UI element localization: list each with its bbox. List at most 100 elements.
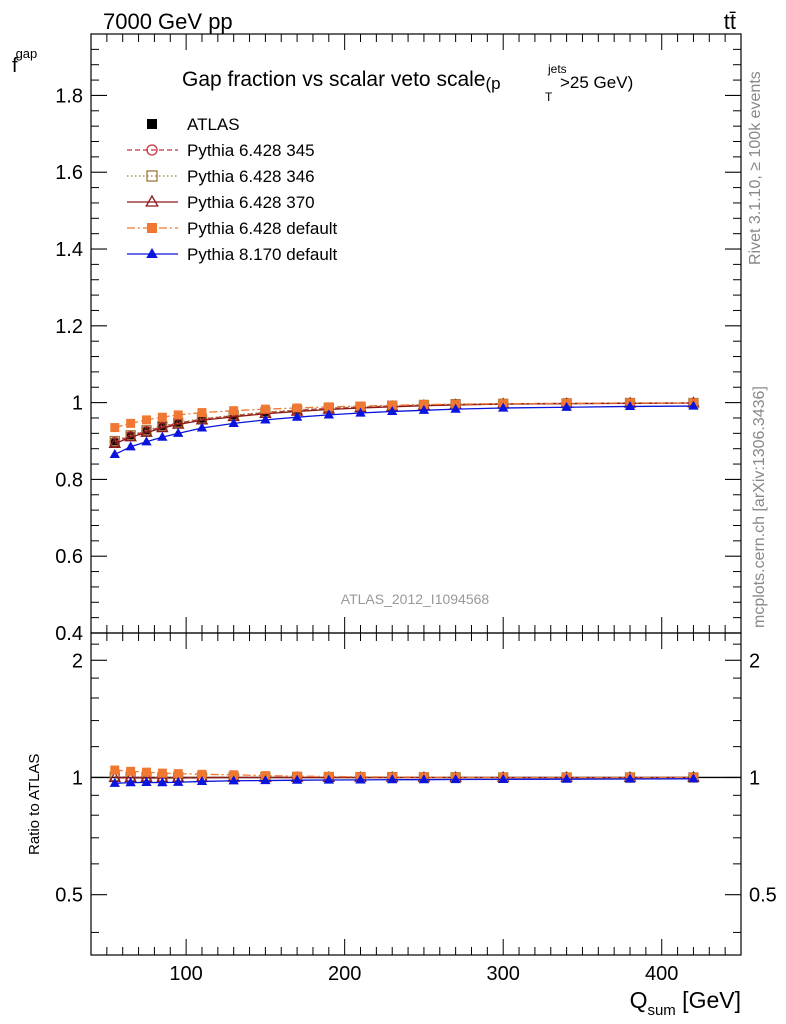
ratio-plot-frame — [90, 632, 742, 956]
ratio-data-point — [141, 767, 151, 777]
ratio-data-point — [126, 766, 136, 776]
ratio-data-point — [141, 777, 152, 787]
main-data-point — [126, 418, 136, 428]
ratio-data-point — [157, 768, 167, 778]
main-data-point — [157, 431, 168, 441]
main-x-ticks — [106, 34, 742, 633]
ratio-data-point — [387, 774, 398, 784]
ratio-data-point — [688, 773, 699, 783]
main-data-point — [141, 425, 152, 436]
main-y-axis-label-sub: gap — [16, 46, 38, 61]
ratio-data-point — [229, 770, 239, 780]
ratio-y-tick-label-right: 1 — [749, 767, 760, 789]
main-title-cut-prefix: (p — [485, 74, 500, 93]
x-tick-label: 400 — [645, 963, 678, 985]
legend-marker — [147, 119, 157, 129]
x-tick-label: 300 — [487, 963, 520, 985]
main-data-point — [228, 417, 239, 427]
main-data-point — [141, 415, 151, 425]
header-energy-label: 7000 GeV pp — [103, 9, 233, 34]
legend-label: Pythia 6.428 346 — [187, 167, 315, 186]
main-data-point — [173, 410, 183, 420]
legend-label: ATLAS — [187, 115, 240, 134]
main-y-tick-label: 1.2 — [55, 316, 83, 338]
legend-label: Pythia 6.428 default — [187, 219, 338, 238]
ratio-data-point — [125, 777, 136, 787]
main-data-point — [561, 401, 572, 411]
main-series-4 — [110, 398, 698, 433]
main-title-cut-sup: jets — [547, 62, 567, 76]
main-data-point — [109, 435, 120, 447]
ratio-y-tick-label: 1 — [72, 767, 83, 789]
ratio-data-point — [450, 774, 461, 784]
main-data-point — [229, 406, 239, 416]
main-data-point — [498, 402, 509, 412]
main-data-point — [624, 401, 636, 411]
main-series-line — [114, 402, 694, 429]
ratio-data-point — [498, 773, 509, 783]
analysis-watermark: ATLAS_2012_I1094568 — [341, 591, 490, 607]
legend-item: ATLAS — [147, 115, 240, 134]
ratio-data-point — [355, 774, 366, 784]
ratio-data-point — [624, 773, 636, 783]
legend-item: Pythia 6.428 default — [127, 219, 338, 238]
ratio-series-group — [108, 765, 700, 787]
ratio-data-point — [110, 765, 120, 775]
main-data-point — [196, 422, 208, 432]
header-process-label: tt̄ — [724, 9, 736, 34]
main-title-cut-sub: T — [545, 90, 553, 104]
ratio-data-point — [260, 775, 271, 785]
main-data-point — [173, 427, 184, 437]
legend-label: Pythia 8.170 default — [187, 245, 338, 264]
legend-marker — [145, 194, 159, 207]
legend-marker — [146, 248, 158, 258]
main-data-point — [419, 400, 429, 410]
legend-marker — [147, 223, 157, 233]
ratio-x-axis: 100 200 300 400 — [106, 633, 742, 985]
main-data-point — [140, 425, 153, 437]
main-y-tick-label: 1.8 — [55, 85, 83, 107]
main-data-point — [110, 423, 120, 433]
main-y-axis-label: fgap — [12, 46, 37, 77]
main-data-point — [125, 441, 136, 451]
ratio-y-axis: 0.5 0.5 1 1 2 2 — [55, 643, 777, 933]
legend-item: Pythia 6.428 345 — [127, 141, 315, 160]
ratio-data-point — [196, 776, 208, 786]
main-data-point — [688, 400, 699, 410]
main-data-point — [260, 404, 270, 414]
main-data-point — [156, 421, 169, 433]
main-data-point — [323, 409, 334, 419]
ratio-series-line — [114, 769, 694, 779]
main-data-point — [292, 403, 302, 413]
main-series-group — [108, 396, 700, 459]
main-data-point — [157, 412, 167, 422]
ratio-y-tick-label-right: 0.5 — [749, 885, 777, 907]
ratio-data-point — [157, 777, 168, 787]
main-y-tick-label: 1.6 — [55, 162, 83, 184]
main-y-tick-label: 1 — [72, 393, 83, 415]
ratio-panel: 0.5 0.5 1 1 2 2 100 200 300 400 Ratio to ATLAS Q… — [26, 632, 777, 1019]
main-data-point — [291, 411, 303, 421]
main-y-tick-label: 1.4 — [55, 239, 83, 261]
main-data-point — [356, 401, 366, 411]
legend-item: Pythia 8.170 default — [127, 245, 338, 264]
ratio-data-point — [173, 776, 184, 786]
main-data-point — [450, 403, 461, 413]
ratio-data-point — [561, 773, 572, 783]
x-axis-label-sub: sum — [647, 1002, 675, 1019]
main-data-point — [124, 430, 137, 442]
x-axis-label: Qsum [GeV] — [630, 987, 741, 1019]
legend-label: Pythia 6.428 345 — [187, 141, 315, 160]
main-data-point — [110, 438, 120, 448]
legend-marker — [146, 170, 158, 182]
legend-label: Pythia 6.428 370 — [187, 193, 315, 212]
ratio-data-point — [323, 774, 334, 784]
ratio-data-point — [173, 769, 183, 779]
legend-item: Pythia 6.428 346 — [127, 167, 315, 186]
main-title-cut-suffix: >25 GeV) — [560, 73, 633, 92]
main-data-point — [387, 400, 397, 410]
main-series-5 — [109, 400, 699, 459]
main-y-tick-label: 0.4 — [55, 623, 83, 645]
ratio-data-point — [228, 775, 239, 785]
ratio-data-point — [418, 774, 430, 784]
